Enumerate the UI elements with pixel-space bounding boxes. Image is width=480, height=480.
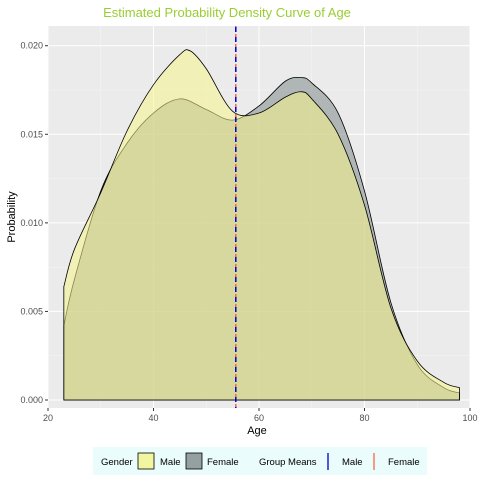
- x-tick-label: 100: [462, 413, 477, 423]
- legend-mean-female-label: Female: [388, 457, 420, 468]
- legend-gender-title: Gender: [101, 457, 133, 468]
- y-tick-label: 0.000: [20, 395, 43, 405]
- legend-label-male: Male: [160, 457, 181, 468]
- density-areas: [63, 49, 460, 401]
- legend-label-female: Female: [207, 457, 239, 468]
- y-tick-label: 0.020: [20, 41, 43, 51]
- x-tick-label: 20: [43, 413, 53, 423]
- legend: Gender Male Female Group Means Male Fema…: [93, 447, 427, 475]
- axis-ticks: 20 40 60 80 100 0.000 0.005 0.010 0.015 0.020: [20, 41, 477, 423]
- x-tick-label: 40: [148, 413, 158, 423]
- y-tick-label: 0.015: [20, 129, 43, 139]
- legend-key-female: [185, 452, 203, 470]
- legend-mean-male-label: Male: [342, 457, 363, 468]
- legend-key-male: [137, 452, 155, 470]
- chart-title: Estimated Probability Density Curve of A…: [103, 5, 351, 20]
- x-tick-label: 80: [359, 413, 369, 423]
- x-axis-title: Age: [247, 425, 267, 437]
- y-axis-title: Probability: [6, 191, 18, 243]
- y-tick-label: 0.005: [20, 306, 43, 316]
- x-tick-label: 60: [254, 413, 264, 423]
- legend-means-title: Group Means: [259, 457, 317, 468]
- y-tick-label: 0.010: [20, 218, 43, 228]
- density-area-male: [63, 49, 460, 401]
